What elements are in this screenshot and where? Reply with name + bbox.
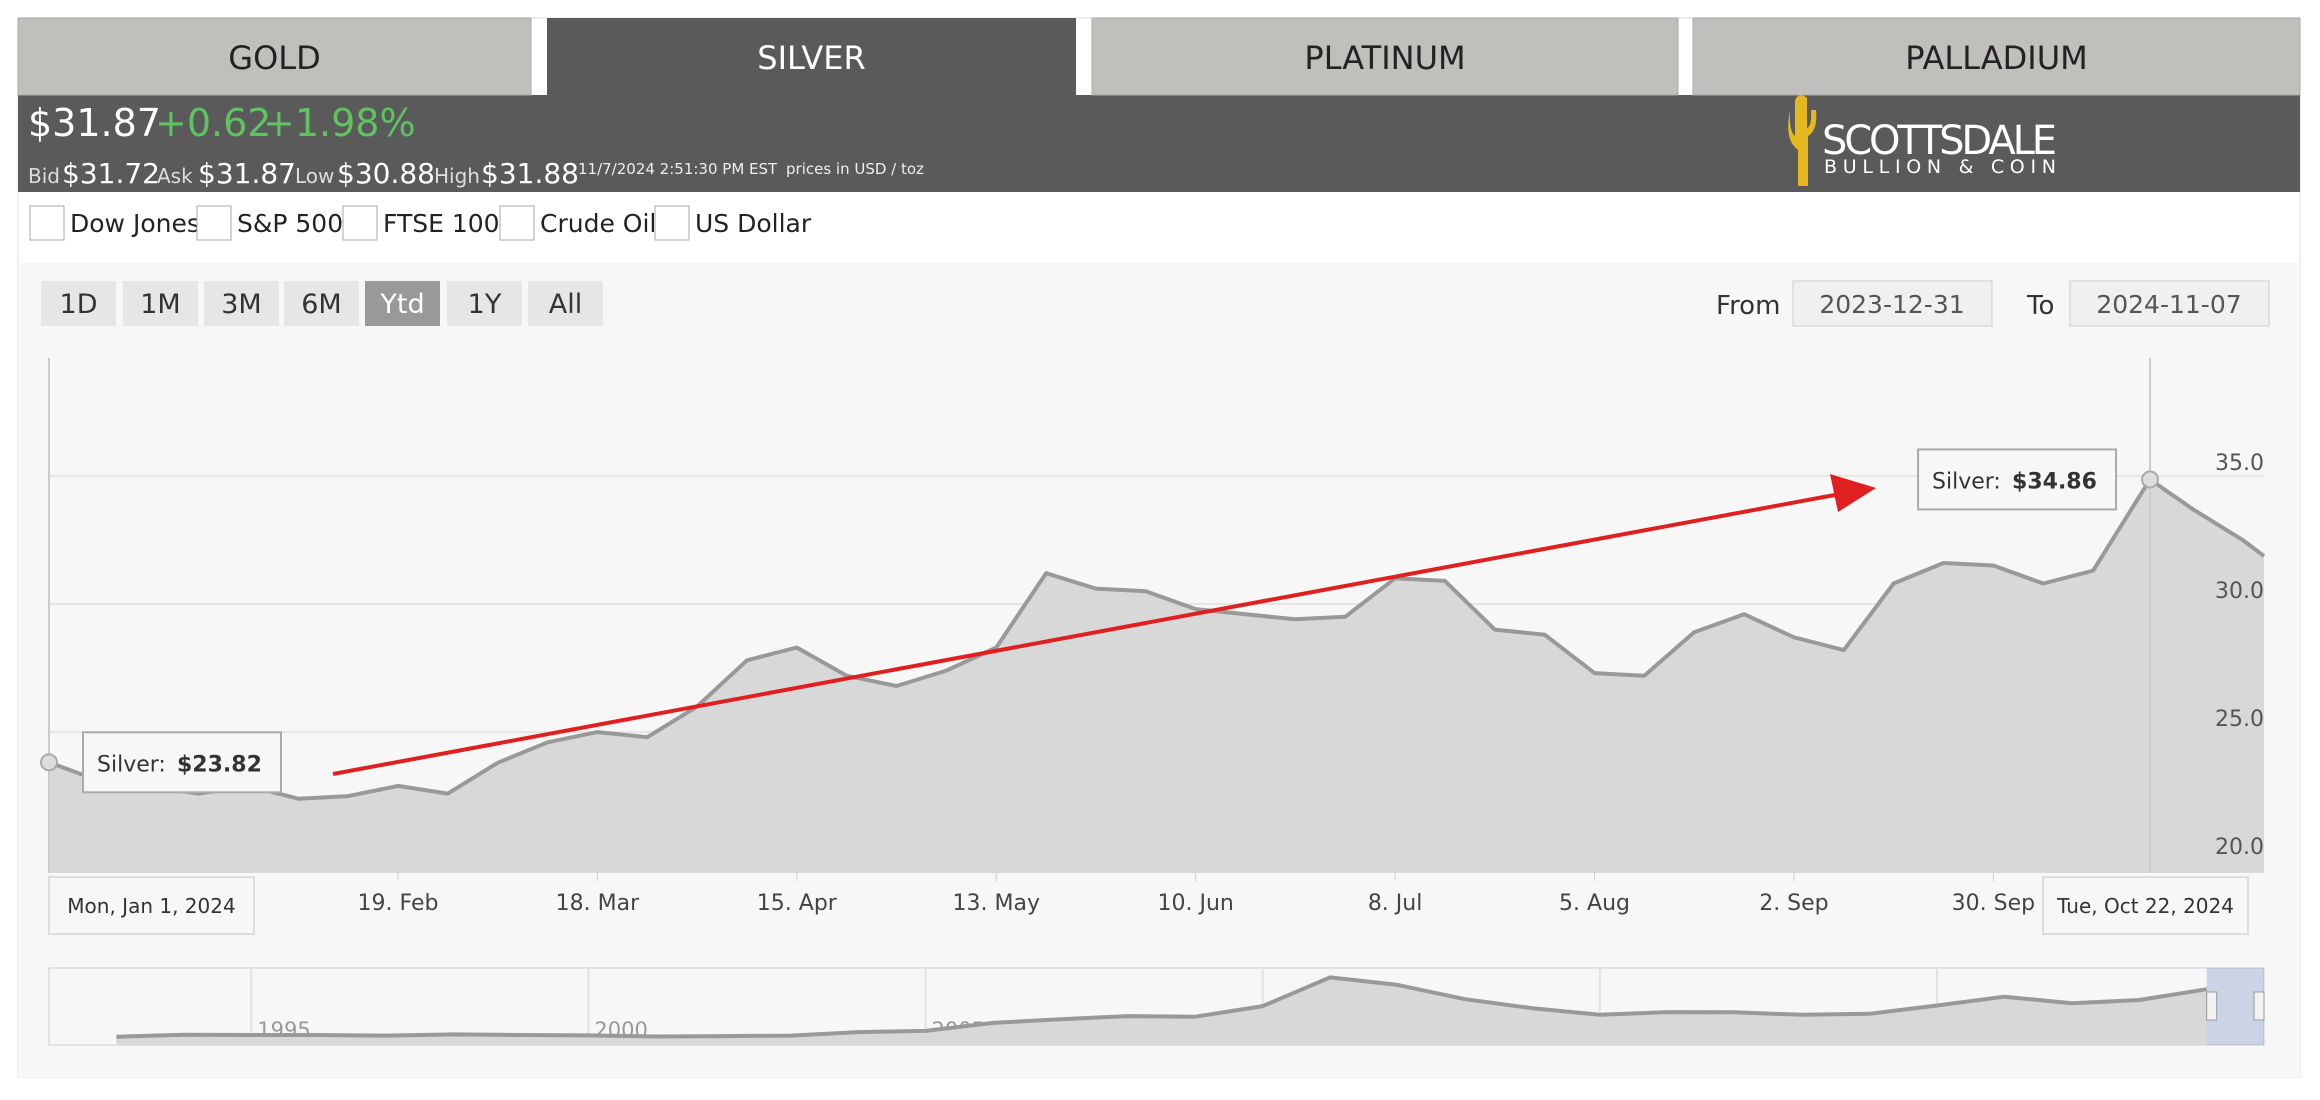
to-label: To: [2026, 291, 2054, 321]
tooltip-prefix: Silver:: [1932, 469, 2001, 494]
quote-label: Ask: [157, 164, 193, 188]
range-label: Ytd: [379, 289, 424, 320]
range-button[interactable]: [123, 281, 198, 326]
tooltip: [82, 731, 282, 794]
range-label: 1Y: [468, 289, 502, 320]
range-button[interactable]: [41, 281, 116, 326]
range-label: All: [549, 289, 582, 320]
x-tick-label: 19. Feb: [358, 891, 439, 916]
tab[interactable]: [1692, 17, 2301, 96]
checkbox[interactable]: [654, 205, 690, 241]
y-tick-label: 25.0: [2215, 707, 2264, 732]
range-button[interactable]: [365, 281, 440, 326]
y-tick-label: 20.0: [2215, 835, 2264, 860]
timestamp: 11/7/2024 2:51:30 PM EST: [578, 160, 778, 178]
checkbox-label: US Dollar: [695, 209, 812, 238]
tab-label: PLATINUM: [1304, 39, 1465, 77]
change: +0.62: [155, 101, 271, 145]
date-label-box: [2042, 876, 2250, 935]
tab-label: SILVER: [757, 39, 865, 77]
x-tick-label: 18. Mar: [556, 891, 640, 916]
x-tick-label: 2. Sep: [1759, 891, 1828, 916]
navigator-handle[interactable]: [2253, 991, 2265, 1021]
to-value: 2024-11-07: [2096, 290, 2241, 319]
tab[interactable]: [1091, 17, 1679, 96]
y-tick-label: 30.0: [2215, 579, 2264, 604]
line: [48, 477, 2266, 801]
range-label: 1M: [140, 289, 180, 320]
quote-value: $31.87: [198, 157, 296, 190]
price-band: [18, 95, 2300, 192]
tooltip-point: [40, 753, 58, 772]
x-tick-label: 5. Aug: [1559, 891, 1630, 916]
annotation-arrow: [332, 492, 1841, 776]
quote-label: High: [434, 164, 480, 188]
date-label: Mon, Jan 1, 2024: [67, 894, 235, 918]
x-tick-label: 15. Apr: [757, 891, 838, 916]
tooltip-value: $23.82: [177, 752, 262, 777]
from-label: From: [1716, 291, 1780, 321]
price: $31.87: [28, 101, 161, 145]
range-label: 1D: [60, 289, 98, 320]
x-tick-label: 30. Sep: [1952, 891, 2035, 916]
navigator-handle[interactable]: [2206, 991, 2218, 1021]
range-button[interactable]: [528, 281, 603, 326]
tooltip: [1917, 448, 2118, 511]
units: prices in USD / toz: [786, 160, 924, 178]
logo-sub: BULLION & COIN: [1824, 156, 2056, 178]
x-tick-label: 8. Jul: [1368, 891, 1423, 916]
range-button[interactable]: [284, 281, 359, 326]
range-button[interactable]: [447, 281, 522, 326]
from-input[interactable]: [1792, 280, 1993, 327]
quote-label: Bid: [28, 164, 60, 188]
tab-label: GOLD: [228, 39, 320, 77]
checkbox[interactable]: [342, 205, 378, 241]
checkbox-label: FTSE 100: [383, 209, 500, 238]
checkbox[interactable]: [29, 205, 65, 241]
checkbox-label: Dow Jones: [70, 209, 200, 238]
tooltip-prefix: Silver:: [97, 752, 166, 777]
date-label-box: [48, 876, 255, 935]
to-input[interactable]: [2069, 280, 2270, 327]
range-label: 6M: [301, 289, 341, 320]
area: [116, 977, 2207, 1045]
tab[interactable]: [547, 18, 1076, 98]
tooltip-value: $34.86: [2012, 469, 2097, 494]
arrow-head: [1830, 474, 1876, 512]
date-label: Tue, Oct 22, 2024: [2056, 894, 2234, 918]
quote-value: $31.88: [481, 157, 579, 190]
from-value: 2023-12-31: [1819, 290, 1964, 319]
checkbox[interactable]: [196, 205, 232, 241]
tab[interactable]: [17, 17, 532, 96]
checkbox-label: Crude Oil: [540, 209, 656, 238]
quote-value: $30.88: [337, 157, 435, 190]
checkbox[interactable]: [499, 205, 535, 241]
line: [116, 975, 2208, 1039]
quote-label: Low: [295, 164, 334, 188]
tab-label: PALLADIUM: [1905, 39, 2088, 77]
tooltip-point: [2141, 470, 2160, 489]
range-button[interactable]: [204, 281, 279, 326]
quote-value: $31.72: [62, 157, 160, 190]
checkbox-label: S&P 500: [237, 209, 343, 238]
change-pct: +1.98%: [263, 101, 416, 145]
y-tick-label: 35.0: [2215, 451, 2264, 476]
range-label: 3M: [221, 289, 261, 320]
logo-name: SCOTTSDALE: [1822, 118, 2057, 164]
logo-cactus: [1788, 95, 1817, 186]
x-tick-label: 10. Jun: [1157, 891, 1233, 916]
x-tick-label: 13. May: [953, 891, 1040, 916]
area: [49, 479, 2264, 873]
